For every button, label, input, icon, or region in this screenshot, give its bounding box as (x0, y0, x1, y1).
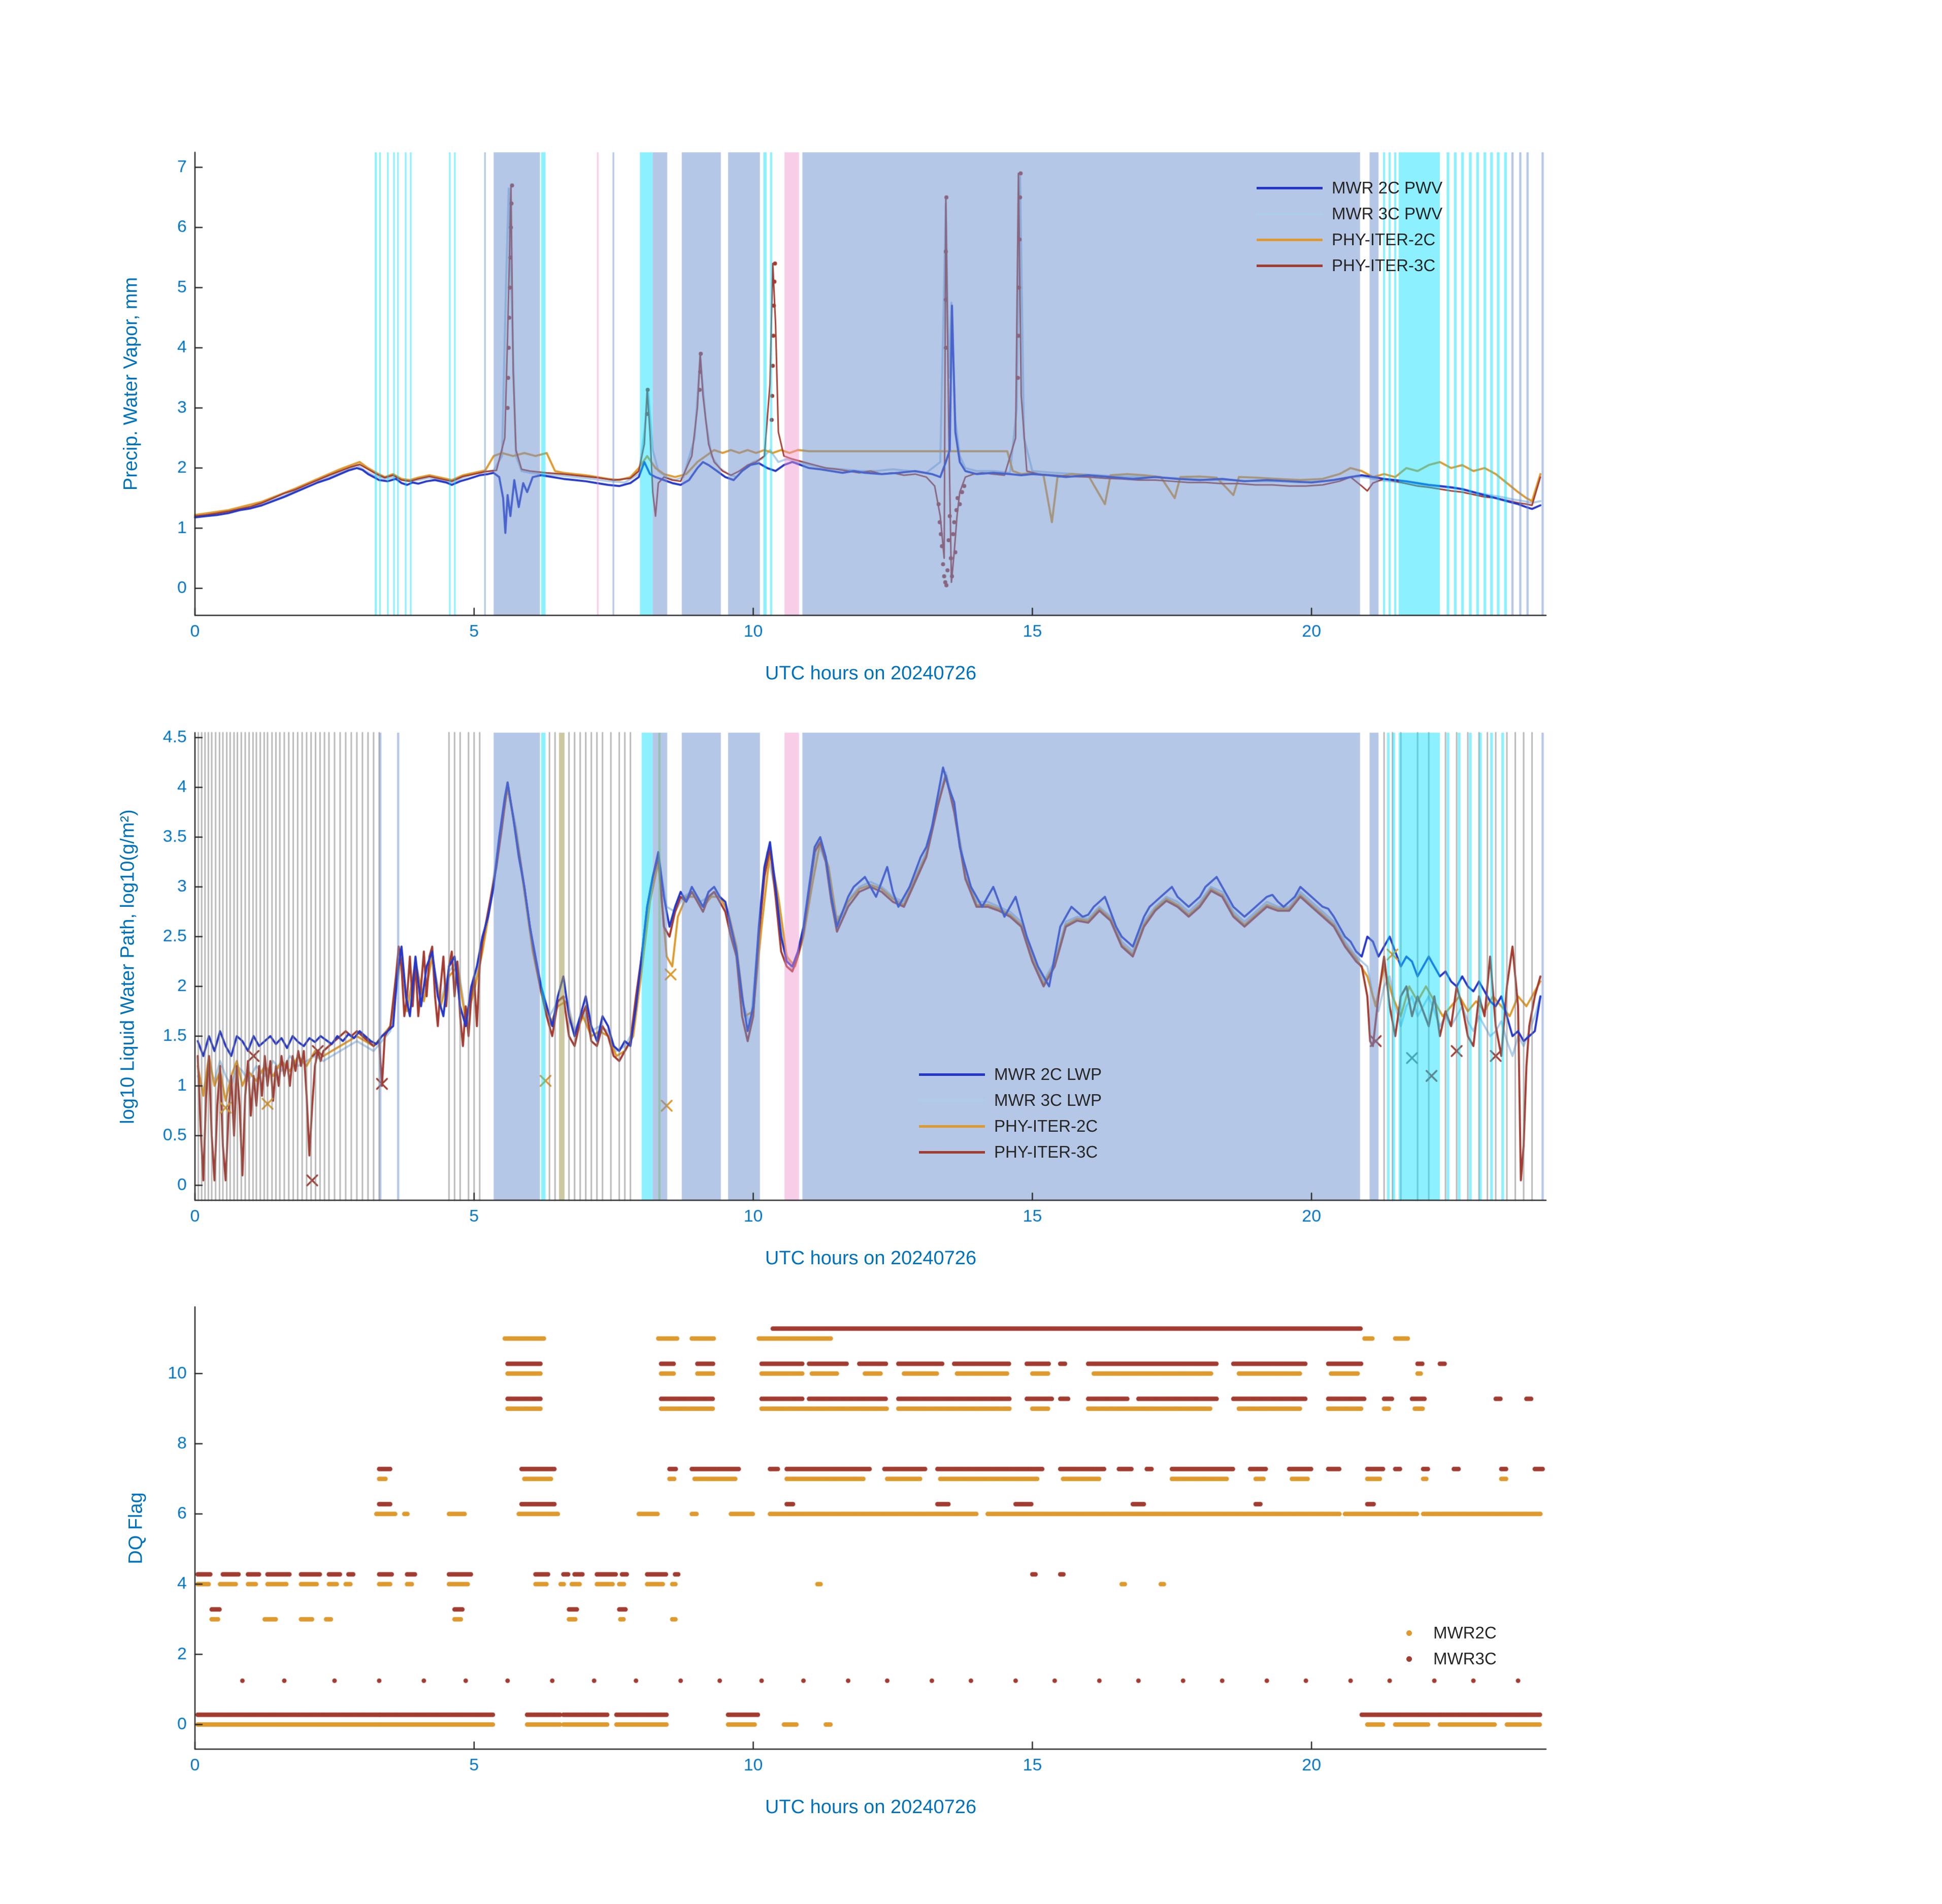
legend-line-icon (919, 1151, 985, 1154)
dq-y-axis-label: DQ Flag (125, 1492, 147, 1564)
legend-label: PHY-ITER-2C (994, 1117, 1098, 1135)
legend-line-sample (1257, 212, 1323, 215)
legend-label: PHY-ITER-3C (994, 1142, 1098, 1161)
legend-dot-icon (1406, 1630, 1412, 1636)
legend-entry: MWR2C (1394, 1623, 1497, 1642)
legend-label: MWR3C (1433, 1649, 1497, 1668)
legend-entry: MWR 3C PWV (1257, 204, 1443, 223)
legend-line-icon (919, 1073, 985, 1076)
legend-line-sample (919, 1099, 985, 1102)
lwp-y-axis-label: log10 Liquid Water Path, log10(g/m²) (117, 809, 139, 1124)
lwp-x-axis-label: UTC hours on 20240726 (765, 1248, 977, 1269)
pwv-x-axis-label: UTC hours on 20240726 (765, 663, 977, 684)
legend-dot-sample (1394, 1630, 1424, 1636)
legend-panel-0: MWR 2C PWV MWR 3C PWV PHY-ITER-2C PHY-ITER-… (1257, 178, 1443, 275)
legend-line-sample (919, 1125, 985, 1128)
legend-entry: PHY-ITER-2C (919, 1117, 1102, 1135)
legend-entry: PHY-ITER-3C (919, 1142, 1102, 1161)
legend-entry: MWR 2C PWV (1257, 178, 1443, 197)
legend-panel-1: MWR 2C LWP MWR 3C LWP PHY-ITER-2C PHY-ITER-… (919, 1065, 1102, 1161)
legend-label: MWR 3C PWV (1332, 204, 1443, 223)
legend-label: PHY-ITER-2C (1332, 230, 1436, 249)
legend-entry: PHY-ITER-3C (1257, 256, 1442, 275)
legend-entry: PHY-ITER-2C (1257, 230, 1442, 249)
legend-line-icon (919, 1125, 985, 1128)
legend-label: MWR 3C LWP (994, 1091, 1102, 1109)
legend-dot-icon (1406, 1656, 1412, 1662)
legend-label: PHY-ITER-3C (1332, 256, 1436, 275)
legend-line-sample (1257, 238, 1323, 241)
legend-line-icon (1257, 264, 1323, 267)
legend-line-sample (919, 1073, 985, 1076)
legend-label: MWR 2C LWP (994, 1065, 1102, 1084)
legend-line-icon (1257, 212, 1323, 215)
pwv-y-axis-label: Precip. Water Vapor, mm (120, 277, 142, 491)
legend-line-sample (1257, 264, 1323, 267)
legend-label: MWR2C (1433, 1623, 1497, 1642)
legend-line-sample (919, 1151, 985, 1154)
legend-line-icon (1257, 186, 1323, 189)
legend-entry: MWR 3C LWP (919, 1091, 1102, 1109)
legend-entry: MWR 2C LWP (919, 1065, 1102, 1084)
legend-label: MWR 2C PWV (1332, 178, 1443, 197)
legend-line-sample (1257, 186, 1323, 189)
legend-line-icon (919, 1099, 985, 1102)
dq-x-axis-label: UTC hours on 20240726 (765, 1796, 977, 1818)
legend-line-icon (1257, 238, 1323, 241)
legend-panel-2: MWR2C MWR3C (1394, 1623, 1497, 1668)
legend-dot-sample (1394, 1656, 1424, 1662)
legend-entry: MWR3C (1394, 1649, 1497, 1668)
